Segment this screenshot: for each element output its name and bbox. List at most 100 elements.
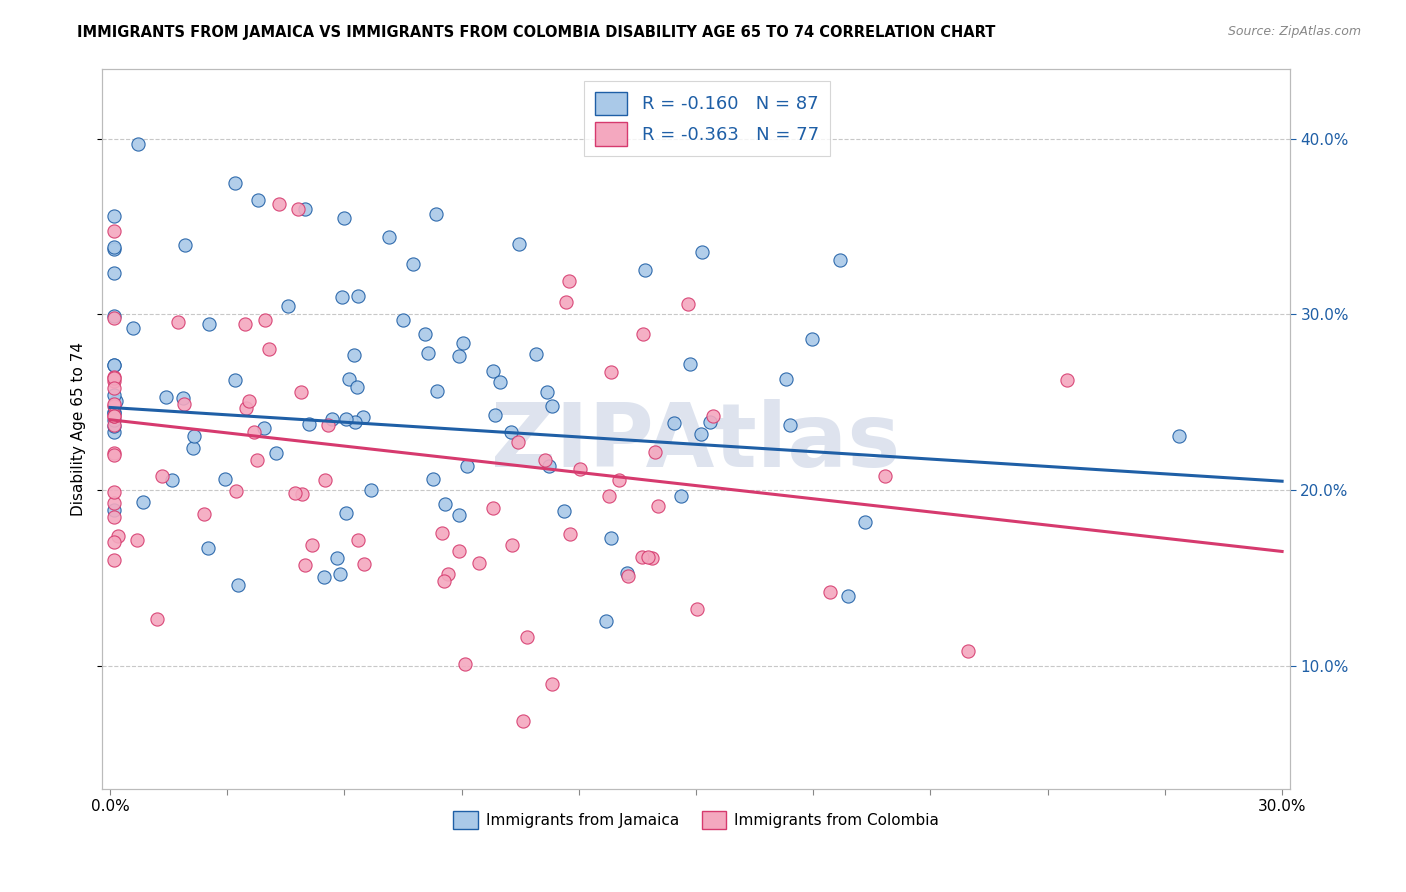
Point xyxy=(103,399,125,413)
Point xyxy=(103,417,125,432)
Point xyxy=(456,458,478,473)
Point xyxy=(633,326,655,341)
Point xyxy=(103,311,125,326)
Point xyxy=(267,197,290,211)
Point xyxy=(287,202,309,216)
Point xyxy=(183,429,205,443)
Point xyxy=(554,295,576,310)
Point xyxy=(482,501,505,516)
Point xyxy=(512,714,534,728)
Point xyxy=(103,448,125,462)
Point xyxy=(957,644,980,658)
Point xyxy=(335,412,357,426)
Point xyxy=(314,570,336,584)
Point xyxy=(553,504,575,518)
Point xyxy=(103,405,125,419)
Point xyxy=(600,365,623,379)
Point xyxy=(678,357,700,371)
Point xyxy=(314,473,336,487)
Point xyxy=(103,509,125,524)
Point xyxy=(1056,373,1078,387)
Point xyxy=(634,263,657,277)
Point xyxy=(172,391,194,405)
Point xyxy=(253,313,276,327)
Text: ZIPAtlas: ZIPAtlas xyxy=(492,400,901,486)
Point xyxy=(103,418,125,433)
Point xyxy=(233,317,256,331)
Point xyxy=(333,211,356,225)
Point xyxy=(103,224,125,238)
Point xyxy=(482,364,505,378)
Point xyxy=(166,315,188,329)
Point xyxy=(536,385,558,400)
Point xyxy=(103,425,125,439)
Point xyxy=(676,297,699,311)
Point xyxy=(598,489,620,503)
Point xyxy=(447,544,470,558)
Point xyxy=(607,473,630,487)
Point xyxy=(801,332,824,346)
Point xyxy=(524,346,547,360)
Point xyxy=(662,416,685,430)
Point xyxy=(253,420,276,434)
Point xyxy=(669,489,692,503)
Point xyxy=(343,348,366,362)
Point xyxy=(468,556,491,570)
Point xyxy=(160,473,183,487)
Point xyxy=(103,446,125,460)
Point xyxy=(193,507,215,521)
Point xyxy=(321,412,343,426)
Point xyxy=(820,584,842,599)
Point xyxy=(155,390,177,404)
Point xyxy=(103,370,125,384)
Point xyxy=(103,266,125,280)
Point xyxy=(699,415,721,429)
Point xyxy=(433,497,456,511)
Point xyxy=(103,371,125,385)
Point xyxy=(103,413,125,427)
Point xyxy=(103,359,125,373)
Point xyxy=(107,529,129,543)
Point xyxy=(454,657,477,671)
Point xyxy=(103,534,125,549)
Point xyxy=(506,435,529,450)
Y-axis label: Disability Age 65 to 74: Disability Age 65 to 74 xyxy=(72,342,86,516)
Point xyxy=(453,336,475,351)
Point xyxy=(228,578,250,592)
Point xyxy=(235,401,257,415)
Point xyxy=(326,550,349,565)
Point xyxy=(103,309,125,323)
Point xyxy=(173,397,195,411)
Point xyxy=(224,176,246,190)
Point xyxy=(103,485,125,500)
Point xyxy=(127,137,149,152)
Point xyxy=(294,202,316,216)
Point xyxy=(637,550,659,565)
Point xyxy=(103,388,125,402)
Point xyxy=(360,483,382,498)
Point xyxy=(103,381,125,395)
Point xyxy=(437,567,460,582)
Point xyxy=(837,589,859,603)
Point xyxy=(501,538,523,552)
Point xyxy=(499,425,522,439)
Point xyxy=(402,257,425,271)
Point xyxy=(447,508,470,522)
Point xyxy=(277,299,299,313)
Point xyxy=(378,230,401,244)
Point xyxy=(103,375,125,389)
Point xyxy=(337,371,360,385)
Point xyxy=(346,380,368,394)
Point xyxy=(103,409,125,423)
Point xyxy=(181,441,204,455)
Point xyxy=(508,237,530,252)
Point xyxy=(145,612,167,626)
Point xyxy=(686,601,709,615)
Point xyxy=(489,375,512,389)
Point xyxy=(422,472,444,486)
Point xyxy=(174,238,197,252)
Point xyxy=(122,321,145,335)
Point xyxy=(425,207,447,221)
Point xyxy=(291,487,314,501)
Point xyxy=(617,569,640,583)
